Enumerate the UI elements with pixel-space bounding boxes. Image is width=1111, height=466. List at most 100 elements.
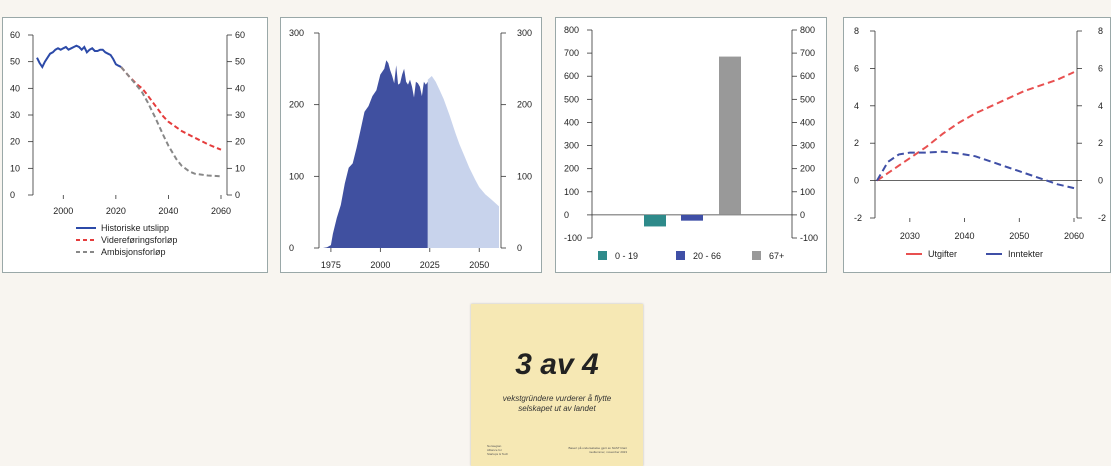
poster-subtitle: vekstgründere vurderer å flytte selskape… bbox=[502, 394, 612, 413]
y-tick-label-right: 200 bbox=[800, 164, 815, 174]
y-tick-label-left: -100 bbox=[564, 233, 582, 243]
legend-swatch bbox=[676, 251, 685, 260]
age-bar-chart: 800 800 700 700 600 600 500 500 400 400 300 300 200 2… bbox=[555, 17, 827, 273]
poster-footer-logo-line: Startups & Tech bbox=[487, 452, 509, 456]
y-tick-label-right: 100 bbox=[800, 187, 815, 197]
y-tick-label-right: 700 bbox=[800, 48, 815, 58]
area-chart: 300 300 200 200 100 100 0 0 1975 2000 2025 2050 bbox=[280, 17, 542, 273]
y-tick-label-right: 0 bbox=[1098, 176, 1103, 186]
y-tick-label-right: 200 bbox=[517, 100, 532, 110]
x-tick-label: 1975 bbox=[321, 260, 341, 270]
y-tick-label-right: 300 bbox=[800, 141, 815, 151]
area-chart-svg: 300 300 200 200 100 100 0 0 1975 2000 2025 2050 bbox=[289, 28, 532, 270]
y-tick-label-right: 6 bbox=[1098, 63, 1103, 73]
legend-swatch bbox=[598, 251, 607, 260]
y-tick-label-left: 200 bbox=[289, 100, 304, 110]
poster-footer-source: Basert på undersøkelse gjort av NAST bla… bbox=[569, 446, 627, 454]
legend-swatch bbox=[752, 251, 761, 260]
y-tick-label-right: 600 bbox=[800, 71, 815, 81]
y-tick-label-left: 20 bbox=[10, 137, 20, 147]
y-tick-label-left: -2 bbox=[854, 213, 862, 223]
revenue-line bbox=[876, 150, 1075, 190]
y-tick-label-left: 0 bbox=[854, 176, 859, 186]
bar-0-19 bbox=[644, 214, 666, 227]
y-tick-label-right: -100 bbox=[800, 233, 818, 243]
y-tick-label-left: 800 bbox=[564, 25, 579, 35]
legend-label: Ambisjonsforløp bbox=[101, 247, 166, 257]
age-bar-chart-svg: 800 800 700 700 600 600 500 500 400 400 300 300 200 2… bbox=[564, 25, 818, 261]
ambition-path-line bbox=[120, 66, 222, 178]
legend-label: Utgifter bbox=[928, 249, 957, 259]
y-tick-label-left: 6 bbox=[854, 63, 859, 73]
x-tick-label: 2025 bbox=[420, 260, 440, 270]
y-tick-label-left: 600 bbox=[564, 71, 579, 81]
y-tick-label-left: 2 bbox=[854, 138, 859, 148]
y-tick-label-left: 400 bbox=[564, 117, 579, 127]
poster-headline: 3 av 4 bbox=[515, 348, 599, 381]
x-tick-label: 2030 bbox=[900, 231, 920, 241]
continuation-path-line bbox=[120, 66, 222, 151]
y-tick-label-left: 500 bbox=[564, 94, 579, 104]
y-tick-label-left: 10 bbox=[10, 163, 20, 173]
historical-emissions-line bbox=[36, 44, 122, 69]
x-tick-label: 2040 bbox=[955, 231, 975, 241]
legend-label: 0 - 19 bbox=[615, 251, 638, 261]
y-tick-label-left: 40 bbox=[10, 83, 20, 93]
bar-67- bbox=[719, 56, 741, 215]
y-tick-label-right: 800 bbox=[800, 25, 815, 35]
y-tick-label-left: 0 bbox=[564, 210, 569, 220]
y-tick-label-left: 200 bbox=[564, 164, 579, 174]
y-tick-label-left: 50 bbox=[10, 57, 20, 67]
y-tick-label-right: 40 bbox=[235, 83, 245, 93]
x-tick-label: 2060 bbox=[211, 206, 231, 216]
y-tick-label-right: 10 bbox=[235, 163, 245, 173]
poster-footer-logo-line: Norwegian bbox=[487, 444, 502, 448]
x-tick-label: 2000 bbox=[370, 260, 390, 270]
x-tick-label: 2050 bbox=[469, 260, 489, 270]
legend-label: 67+ bbox=[769, 251, 784, 261]
y-tick-label-right: 20 bbox=[235, 137, 245, 147]
x-tick-label: 2060 bbox=[1064, 231, 1084, 241]
legend-label: Inntekter bbox=[1008, 249, 1043, 259]
legend-label: Videreføringsforløp bbox=[101, 235, 177, 245]
x-tick-label: 2020 bbox=[106, 206, 126, 216]
y-tick-label-right: 0 bbox=[235, 190, 240, 200]
y-tick-label-left: 4 bbox=[854, 101, 859, 111]
y-tick-label-right: 0 bbox=[517, 243, 522, 253]
y-tick-label-right: -2 bbox=[1098, 213, 1106, 223]
y-tick-label-right: 30 bbox=[235, 110, 245, 120]
y-tick-label-right: 4 bbox=[1098, 101, 1103, 111]
x-tick-label: 2000 bbox=[53, 206, 73, 216]
historical-area bbox=[323, 60, 428, 249]
y-tick-label-left: 300 bbox=[289, 28, 304, 38]
y-tick-label-left: 100 bbox=[564, 187, 579, 197]
y-tick-label-left: 300 bbox=[564, 141, 579, 151]
legend-label: Historiske utslipp bbox=[101, 223, 169, 233]
y-tick-label-right: 400 bbox=[800, 117, 815, 127]
poster-footer-source-line: Basert på undersøkelse gjort av NAST bla… bbox=[568, 446, 627, 450]
y-tick-label-right: 2 bbox=[1098, 138, 1103, 148]
y-tick-label-right: 50 bbox=[235, 57, 245, 67]
y-tick-label-right: 100 bbox=[517, 171, 532, 181]
y-tick-label-left: 0 bbox=[10, 190, 15, 200]
y-tick-label-left: 30 bbox=[10, 110, 20, 120]
poster-footer-logo: Norwegian Alliance for Startups & Tech bbox=[487, 444, 508, 456]
y-tick-label-right: 60 bbox=[235, 30, 245, 40]
y-tick-label-left: 100 bbox=[289, 171, 304, 181]
poster-footer: Norwegian Alliance for Startups & Tech B… bbox=[487, 444, 627, 460]
projection-area bbox=[427, 76, 499, 248]
emissions-chart: 60 60 50 50 40 40 30 30 20 20 10 10 0 0 2000 2020 2040 20… bbox=[2, 17, 268, 273]
x-tick-label: 2040 bbox=[158, 206, 178, 216]
y-tick-label-left: 700 bbox=[564, 48, 579, 58]
budget-line-chart: 8 8 6 6 4 4 2 2 0 0 -2 -2 2030 2040 2050 2060 Utgifter In… bbox=[843, 17, 1111, 273]
y-tick-label-right: 8 bbox=[1098, 26, 1103, 36]
y-tick-label-right: 0 bbox=[800, 210, 805, 220]
poster-footer-logo-line: Alliance for bbox=[487, 448, 502, 452]
y-tick-label-left: 60 bbox=[10, 30, 20, 40]
bar-20-66 bbox=[681, 214, 703, 221]
poster-footer-source-line: medlemmer, november 2023 bbox=[588, 450, 627, 454]
legend-label: 20 - 66 bbox=[693, 251, 721, 261]
poster-card[interactable]: 3 av 4 vekstgründere vurderer å flytte s… bbox=[471, 304, 643, 466]
y-tick-label-right: 300 bbox=[517, 28, 532, 38]
